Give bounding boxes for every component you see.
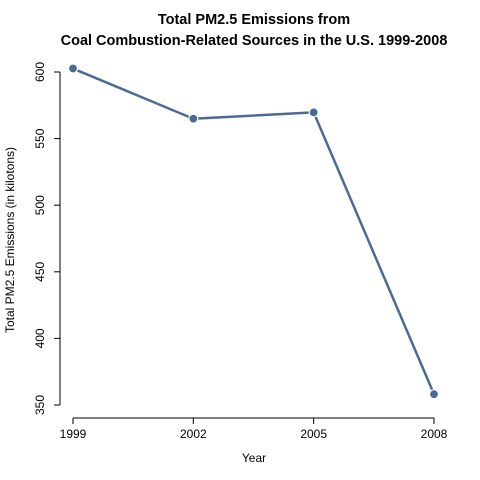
x-tick-label: 2005: [300, 427, 327, 441]
data-point: [67, 63, 79, 74]
y-tick-label: 500: [33, 195, 47, 215]
y-axis: 350 400 450 500 550 600: [33, 62, 61, 415]
data-point: [188, 113, 199, 124]
chart-title-line-1: Total PM2.5 Emissions from: [158, 12, 350, 28]
data-point: [308, 107, 319, 118]
chart-title-line-2: Coal Combustion-Related Sources in the U…: [61, 33, 448, 49]
x-tick-label: 2008: [421, 427, 448, 441]
y-tick-label: 450: [33, 261, 47, 281]
x-axis: 1999 2002 2005 2008: [60, 417, 448, 441]
series-line: [72, 67, 436, 395]
y-tick-label: 400: [33, 328, 47, 348]
x-tick-label: 2002: [180, 427, 207, 441]
y-tick-label: 550: [33, 128, 47, 148]
series-layer: [67, 63, 440, 400]
x-axis-label: Year: [242, 451, 266, 465]
x-tick-label: 1999: [60, 427, 87, 441]
y-tick-label: 600: [33, 62, 47, 82]
y-axis-label: Total PM2.5 Emissions (in kilotons): [3, 147, 17, 333]
y-tick-label: 350: [33, 395, 47, 415]
data-point: [428, 389, 440, 400]
